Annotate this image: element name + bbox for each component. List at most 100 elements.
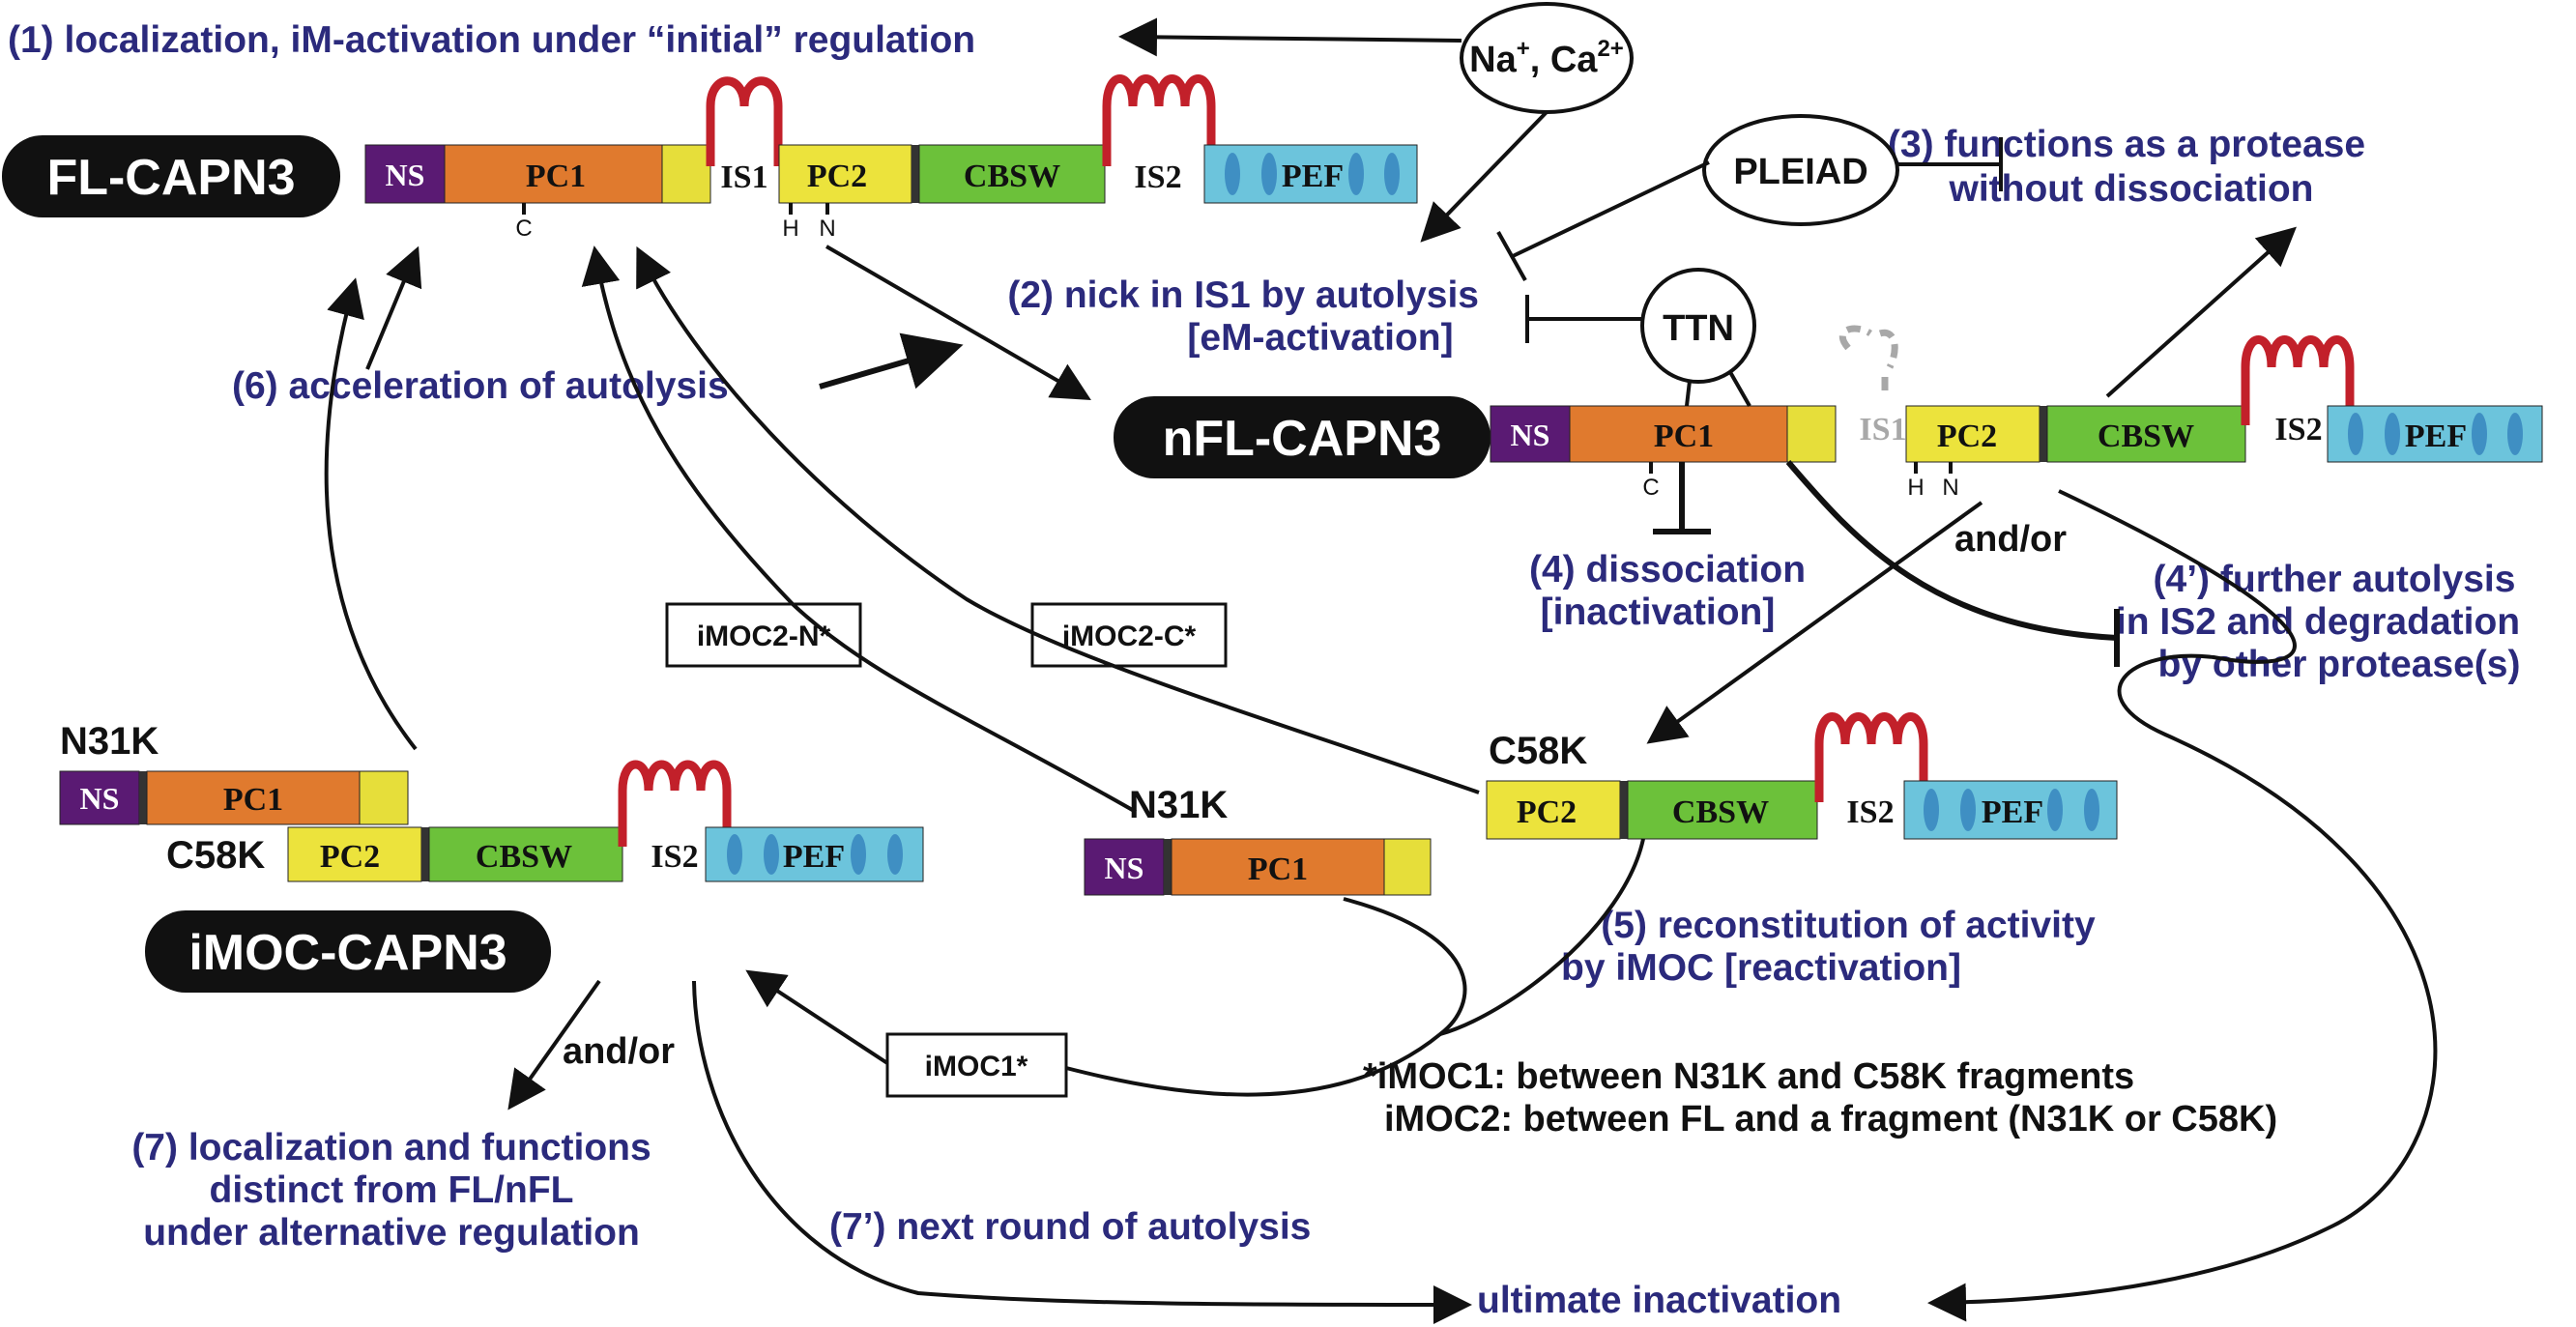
- step7-label-c: under alternative regulation: [143, 1212, 640, 1254]
- imoc-n-separator: [139, 771, 147, 824]
- imoc1-label: iMOC1*: [925, 1051, 1028, 1082]
- imoc-is2-label: IS2: [651, 839, 698, 875]
- nfl-res-h: H: [1907, 475, 1924, 501]
- fl-pc2-label: PC2: [807, 159, 867, 194]
- imoc-pc1-label: PC1: [223, 782, 283, 818]
- step1-label: (1) localization, iM-activation under “i…: [8, 19, 975, 61]
- arrow-ions-to-nick: [1420, 110, 1548, 243]
- fl-pc1-end: [661, 144, 711, 204]
- nfl-capn3-pill: [1114, 396, 1491, 478]
- fl-capn3-group: FL-CAPN3 NS PC1 IS1 PC2 CBSW IS2 PEF C H…: [2, 74, 1418, 242]
- nfl-is2-label: IS2: [2274, 412, 2322, 447]
- nfl-is1-label: IS1: [1859, 412, 1906, 447]
- nfl-pef-ef4: [2507, 413, 2523, 455]
- connector-imoc2-c: [636, 245, 1480, 794]
- andor-label-2: and/or: [563, 1031, 675, 1072]
- nfl-pef-label: PEF: [2405, 418, 2467, 454]
- n31k-separator: [1164, 839, 1172, 895]
- fl-pef-ef3: [1348, 153, 1364, 195]
- note-imoc2: iMOC2: between FL and a fragment (N31K o…: [1384, 1099, 2277, 1139]
- pleiad-oval: [1702, 114, 1899, 226]
- nfl-res-c: C: [1642, 475, 1659, 501]
- fl-capn3-pill: [2, 135, 340, 217]
- c58k-pef-ef4: [2084, 789, 2099, 831]
- fl-res-c: C: [515, 216, 532, 242]
- c58k-is2-loop: [1814, 712, 1928, 802]
- step6-label: (6) acceleration of autolysis: [232, 365, 729, 407]
- imoc-pef-domain: [705, 826, 924, 882]
- nfl-pef-ef2: [2385, 413, 2400, 455]
- imoc-pc2-domain: [287, 826, 422, 882]
- fl-is1-label: IS1: [720, 159, 767, 195]
- fl-is1-loop: [706, 76, 783, 166]
- fl-res-n: N: [819, 216, 835, 242]
- nfl-cbsw-label: CBSW: [2098, 418, 2194, 454]
- imoc2-c-box: iMOC2-C*: [1030, 602, 1228, 668]
- c58k-fragment-label: C58K: [1489, 730, 1587, 772]
- step4p-label-b: in IS2 and degradation: [2116, 601, 2520, 643]
- fl-pef-ef2: [1261, 153, 1277, 195]
- imoc-c58k-label: C58K: [166, 834, 265, 877]
- imoc-capn3-label: iMOC-CAPN3: [188, 925, 507, 981]
- arrow-imoc-to-step6: [324, 277, 418, 751]
- nfl-pc1-label: PC1: [1654, 418, 1714, 454]
- connector-imoc2-n: [581, 245, 1137, 814]
- nfl-pef-ef1: [2348, 413, 2363, 455]
- c58k-is2-label: IS2: [1846, 794, 1894, 830]
- nfl-pc2-domain: [1905, 405, 2041, 463]
- imoc2-c-rect: [1030, 602, 1228, 668]
- connector-imoc1-c58k: [1439, 838, 1645, 1036]
- ttn-bind-is1: [1728, 371, 1751, 407]
- imoc-capn3-pill: [145, 910, 551, 993]
- c58k-pef-ef2: [1960, 789, 1976, 831]
- ttn-circle: [1640, 268, 1756, 384]
- step4-label-b: [inactivation]: [1541, 591, 1776, 633]
- step4-label-a: (4) dissociation: [1529, 549, 1806, 591]
- ultimate-inactivation-label: ultimate inactivation: [1477, 1280, 1841, 1321]
- fl-pc1-domain: [444, 144, 663, 204]
- arrow-ions-to-step1: [1118, 17, 1462, 57]
- nfl-cbsw-domain: [2046, 405, 2246, 463]
- step5-label-a: (5) reconstitution of activity: [1601, 905, 2096, 946]
- arrow-nfl-to-step3: [2105, 226, 2297, 398]
- ttn-bind-pc1: [1685, 380, 1692, 407]
- fl-is2-loop: [1102, 74, 1216, 166]
- nfl-ns-label: NS: [1511, 418, 1550, 452]
- imoc-capn3-group: N31K NS PC1 C58K PC2 CBSW IS2 PEF iMOC-C…: [59, 720, 924, 993]
- step2-label-a: (2) nick in IS1 by autolysis: [1007, 274, 1479, 316]
- fl-cbsw-label: CBSW: [964, 159, 1060, 194]
- fl-separator-1: [912, 145, 919, 203]
- step7p-label: (7’) next round of autolysis: [829, 1206, 1311, 1248]
- note-imoc1: *iMOC1: between N31K and C58K fragments: [1363, 1056, 2134, 1097]
- arrow-step6-to-step2: [819, 332, 964, 389]
- nfl-res-n: N: [1942, 475, 1958, 501]
- imoc-pef-ef1: [727, 834, 742, 875]
- arrow-imoc-to-ultimate: [692, 980, 1472, 1324]
- imoc-cbsw-domain: [428, 826, 623, 882]
- n31k-pc1-end: [1383, 838, 1432, 896]
- arrow-step6-to-fl: [365, 245, 422, 370]
- c58k-cbsw-domain: [1627, 780, 1818, 840]
- step7-label-a: (7) localization and functions: [131, 1127, 651, 1168]
- nfl-is2-loop: [2241, 335, 2355, 425]
- arrow-imoc1-to-imoc: [745, 969, 889, 1065]
- n31k-pc1-domain: [1171, 838, 1385, 896]
- fl-pef-ef1: [1225, 153, 1240, 195]
- fl-ns-label: NS: [386, 158, 425, 192]
- imoc1-box: iMOC1*: [885, 1032, 1068, 1098]
- imoc-is2-loop: [618, 760, 732, 847]
- step3-label-a: (3) functions as a protease: [1888, 124, 2365, 165]
- step7-label-b: distinct from FL/nFL: [210, 1169, 574, 1211]
- fl-pef-ef4: [1384, 153, 1400, 195]
- nfl-pef-ef3: [2472, 413, 2487, 455]
- step2-label-b: [eM-activation]: [1187, 317, 1453, 359]
- imoc1-rect: [885, 1032, 1068, 1098]
- n31k-fragment-group: N31K NS PC1: [1084, 784, 1432, 896]
- imoc-pef-ef2: [764, 834, 779, 875]
- pleiad-label: PLEIAD: [1733, 152, 1867, 192]
- c58k-fragment-group: C58K PC2 CBSW IS2 PEF: [1486, 712, 2118, 840]
- imoc2-n-label: iMOC2-N*: [697, 620, 831, 652]
- imoc-ns-domain: [59, 770, 140, 825]
- imoc-pef-label: PEF: [783, 839, 845, 875]
